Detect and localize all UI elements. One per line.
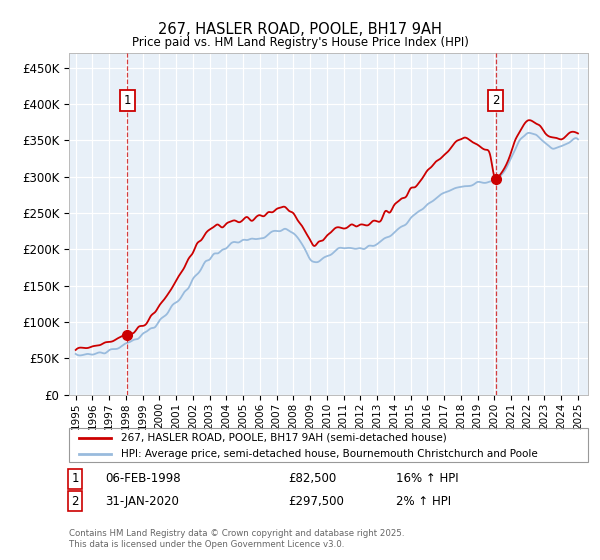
Text: 1: 1 [124,94,131,107]
Text: £82,500: £82,500 [288,472,336,486]
Text: 2: 2 [492,94,499,107]
Text: 31-JAN-2020: 31-JAN-2020 [105,494,179,508]
Text: HPI: Average price, semi-detached house, Bournemouth Christchurch and Poole: HPI: Average price, semi-detached house,… [121,449,538,459]
Text: Contains HM Land Registry data © Crown copyright and database right 2025.
This d: Contains HM Land Registry data © Crown c… [69,529,404,549]
Text: 16% ↑ HPI: 16% ↑ HPI [396,472,458,486]
Text: Price paid vs. HM Land Registry's House Price Index (HPI): Price paid vs. HM Land Registry's House … [131,36,469,49]
Text: £297,500: £297,500 [288,494,344,508]
Text: 267, HASLER ROAD, POOLE, BH17 9AH (semi-detached house): 267, HASLER ROAD, POOLE, BH17 9AH (semi-… [121,433,446,443]
Text: 06-FEB-1998: 06-FEB-1998 [105,472,181,486]
Text: 267, HASLER ROAD, POOLE, BH17 9AH: 267, HASLER ROAD, POOLE, BH17 9AH [158,22,442,38]
Text: 2: 2 [71,494,79,508]
Text: 2% ↑ HPI: 2% ↑ HPI [396,494,451,508]
Text: 1: 1 [71,472,79,486]
